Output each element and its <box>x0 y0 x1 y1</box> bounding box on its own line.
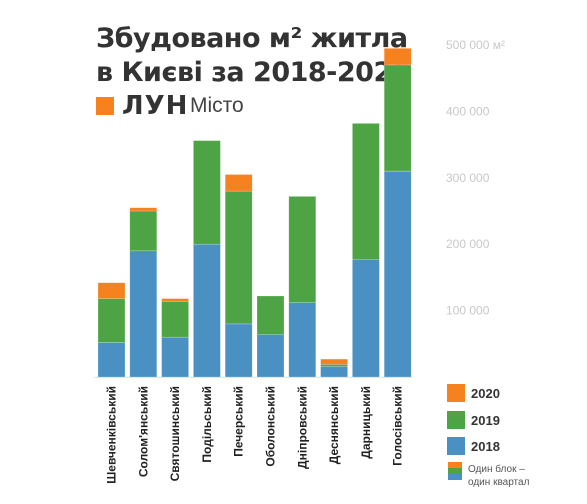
legend-note-block-2020 <box>448 462 462 468</box>
x-tick-label: Шевченківський <box>105 386 119 484</box>
legend-label: 2020 <box>471 386 500 401</box>
bar-segment <box>288 302 317 378</box>
x-tick-label: Дніпровський <box>295 386 309 469</box>
x-tick-label: Печерський <box>232 386 246 457</box>
bar-segment <box>383 170 412 378</box>
legend-swatch <box>447 437 465 455</box>
chart-title: Збудовано м² житла в Києві за 2018-2020 <box>96 22 411 90</box>
legend-swatch <box>447 384 465 402</box>
x-tick-label: Подільський <box>200 386 214 463</box>
brand-logo-square <box>96 97 114 115</box>
bar-segment <box>288 196 317 303</box>
bar-segment <box>129 207 158 212</box>
title-line-2: в Києві за 2018-2020 <box>96 57 411 88</box>
legend-swatch <box>447 411 465 429</box>
legend-note-block-2019 <box>448 468 462 474</box>
y-tick-label: 100 000 <box>446 304 490 318</box>
legend-label: 2018 <box>471 439 500 454</box>
y-tick-label: 500 000 м² <box>446 38 505 52</box>
legend-note-line-2: один квартал <box>468 477 530 488</box>
y-tick-label: 300 000 <box>446 171 490 185</box>
x-tick-label: Солом'янський <box>136 386 150 477</box>
bar-segment <box>320 366 348 378</box>
y-tick-label: 200 000 <box>446 237 490 251</box>
brand-logo-text: ЛУН <box>122 91 189 121</box>
bar-segment <box>161 300 189 338</box>
bar-segment <box>161 298 189 302</box>
brand-subtitle: Місто <box>190 94 244 117</box>
bar-segment <box>320 358 348 365</box>
bar-segment <box>352 259 380 378</box>
x-tick-label: Голосівський <box>391 386 405 466</box>
bar-segment <box>193 140 221 245</box>
x-tick-label: Оболонський <box>264 386 278 467</box>
bar-segment <box>224 323 253 378</box>
x-tick-label: Святошинський <box>168 386 182 481</box>
title-line-1: Збудовано м² житла <box>96 23 408 54</box>
bar-segment <box>129 250 158 378</box>
bar-segment <box>352 123 380 260</box>
bar-segment <box>193 243 221 378</box>
bar-segment <box>256 334 285 378</box>
legend-note-line-1: Один блок – <box>468 463 525 475</box>
bar-segment <box>224 174 253 192</box>
bar-segment <box>161 336 189 378</box>
bar-segment <box>129 210 158 252</box>
x-tick-label: Деснянський <box>327 386 341 464</box>
y-tick-label: 400 000 <box>446 104 490 118</box>
bar-segment <box>383 64 412 172</box>
bar-segment <box>97 282 126 299</box>
x-tick-label: Дарницький <box>359 386 373 459</box>
bar-segment <box>383 47 412 66</box>
bar-segment <box>224 190 253 325</box>
legend-label: 2019 <box>471 413 500 428</box>
legend-note-block-2018 <box>448 474 462 480</box>
bar-segment <box>256 295 285 335</box>
bar-segment <box>97 342 126 378</box>
bar-segment <box>97 298 126 343</box>
